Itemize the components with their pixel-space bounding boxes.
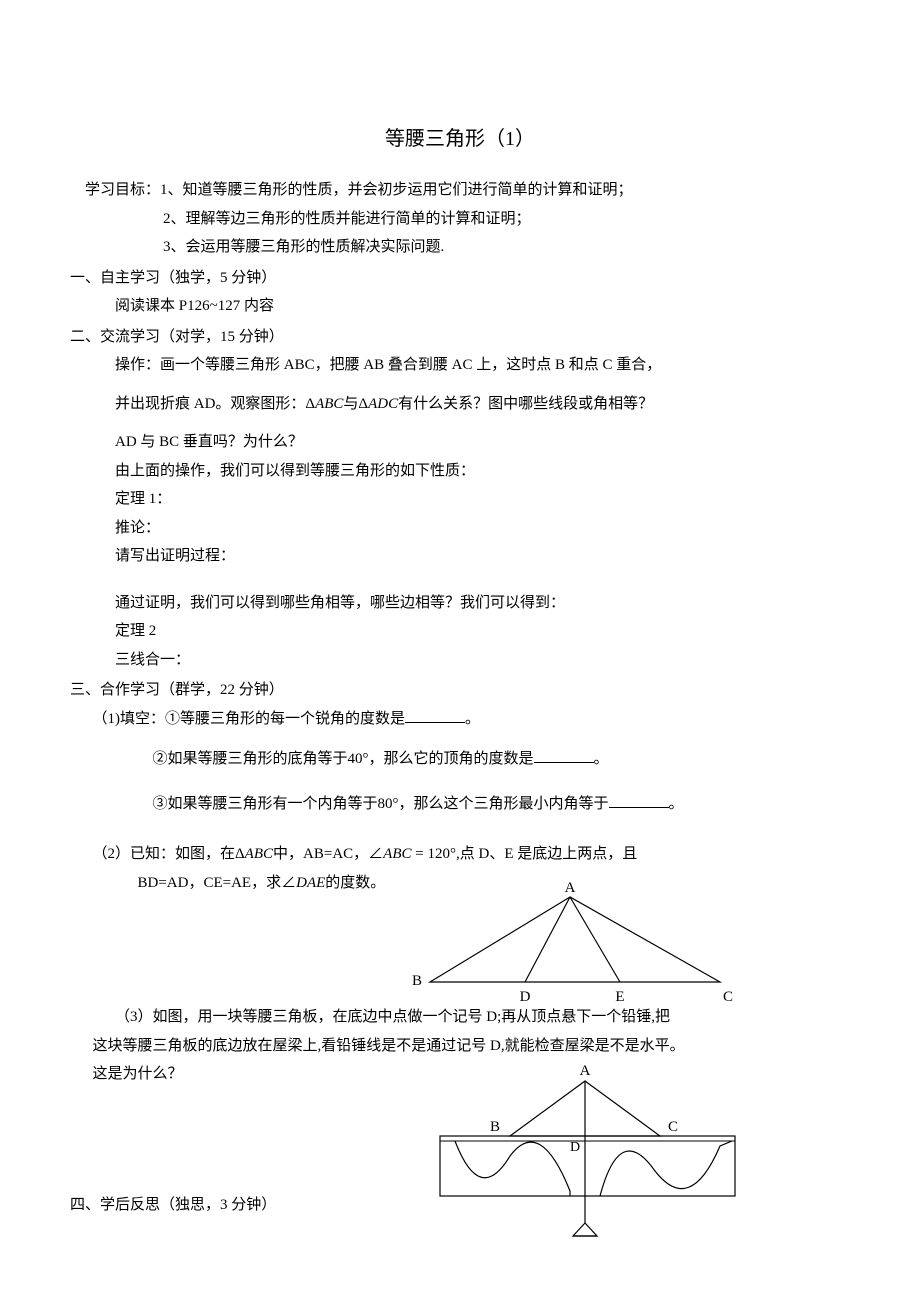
p2-l1h: ,点 D、E 是底边上两点，且 (456, 846, 637, 862)
p1-c2: 80° (378, 796, 399, 812)
p3-label-d: D (570, 1140, 580, 1155)
plumb-bob (573, 1223, 597, 1236)
objective-2: 2、理解等边三角形的性质并能进行简单的计算和证明； (70, 205, 850, 234)
objective-3: 3、会运用等腰三角形的性质解决实际问题. (70, 233, 850, 262)
p1-head: （1)填空： (93, 711, 166, 727)
section2-q1: AD 与 BC 垂直吗？为什么？ (70, 428, 850, 457)
p1-line-a: （1)填空：①等腰三角形的每一个锐角的度数是 。 (70, 705, 850, 734)
p3-label-a: A (580, 1063, 591, 1079)
p1-b1: ②如果等腰三角形的底角等于 (153, 751, 348, 767)
outer-triangle (430, 897, 720, 982)
line-ae (570, 897, 620, 982)
p3-label-b: B (490, 1119, 500, 1135)
op2a: 并出现折痕 AD。观察图形： (115, 396, 305, 412)
op2c: ABC (315, 396, 343, 412)
op2b: Δ (305, 396, 315, 412)
label-a: A (565, 880, 576, 896)
p3-line1: （3）如图，用一块等腰三角板，在底边中点做一个记号 D;再从顶点悬下一个铅锤,把 (70, 1003, 850, 1032)
p1-c3: ，那么这个三角形最小内角等于 (399, 796, 609, 812)
section2-d5: 三线合一： (70, 646, 850, 675)
objective-1: 1、知道等腰三角形的性质，并会初步运用它们进行简单的计算和证明； (160, 182, 633, 198)
section2-q2: 由上面的操作，我们可以得到等腰三角形的如下性质： (70, 457, 850, 486)
op2f: 有什么关系？图中哪些线段或角相等？ (398, 396, 653, 412)
p2-line2: BD=AD，CE=AE，求∠DAE的度数。 (70, 869, 385, 898)
plumb-diagram-p3: A B C D (420, 1061, 850, 1251)
wave-left (455, 1141, 570, 1196)
section2-d3: 请写出证明过程： (70, 542, 850, 571)
objectives-label: 学习目标： (85, 182, 160, 198)
p2-line1: （2）已知：如图，在ΔABC中，AB=AC，∠ABC = 120°,点 D、E … (70, 840, 850, 869)
section2-q3: 通过证明，我们可以得到哪些角相等，哪些边相等？我们可以得到： (70, 589, 850, 618)
label-c: C (723, 989, 733, 1005)
objectives-line1: 学习目标：1、知道等腰三角形的性质，并会初步运用它们进行简单的计算和证明； (70, 176, 850, 205)
blank-2 (534, 748, 594, 763)
p1-c1: ③如果等腰三角形有一个内角等于 (153, 796, 378, 812)
op2e: ADC (368, 396, 398, 412)
p1-a2: 。 (465, 711, 480, 727)
section2-op1: 操作：画一个等腰三角形 ABC，把腰 AB 叠合到腰 AC 上，这时点 B 和点… (70, 351, 850, 380)
p2-l2b: ∠ (281, 875, 296, 891)
p2-l1e: ∠ (368, 846, 383, 862)
p3-line2: 这块等腰三角板的底边放在屋梁上,看铅锤线是不是通过记号 D,就能检查屋梁是不是水… (70, 1032, 850, 1061)
p2-l2a: BD=AD，CE=AE，求 (138, 875, 282, 891)
section4-head: 四、学后反思（独思，3 分钟） (70, 1191, 850, 1220)
p3-label-c: C (668, 1119, 678, 1135)
blank-1 (405, 708, 465, 723)
op2d: 与Δ (343, 396, 368, 412)
section2-op2: 并出现折痕 AD。观察图形：ΔABC与ΔADC有什么关系？图中哪些线段或角相等？ (70, 390, 850, 419)
p1-line-b: ②如果等腰三角形的底角等于40°，那么它的顶角的度数是 。 (70, 745, 850, 774)
p1-c4: 。 (669, 796, 684, 812)
page-title: 等腰三角形（1） (70, 120, 850, 158)
p2-l2d: 的度数。 (325, 875, 385, 891)
triangle-diagram-p2: A B D E C (410, 877, 850, 1007)
p1-line-c: ③如果等腰三角形有一个内角等于80°，那么这个三角形最小内角等于 。 (70, 790, 850, 819)
p2-l1c: ABC (245, 846, 273, 862)
blank-3 (609, 793, 669, 808)
label-b: B (412, 973, 422, 989)
section1-head: 一、自主学习（独学，5 分钟） (70, 264, 850, 293)
p2-l1d: 中，AB=AC， (273, 846, 368, 862)
wave-right (600, 1141, 732, 1196)
section2-d1: 定理 1： (70, 485, 850, 514)
p2-l1g: = 120° (412, 846, 456, 862)
section3-head: 三、合作学习（群学，22 分钟） (70, 676, 850, 705)
p2-l1a: （2）已知：如图，在 (93, 846, 236, 862)
p1-b3: ，那么它的顶角的度数是 (369, 751, 534, 767)
p1-a: ①等腰三角形的每一个锐角的度数是 (165, 711, 405, 727)
p2-l1f: ABC (383, 846, 411, 862)
section2-head: 二、交流学习（对学，15 分钟） (70, 323, 850, 352)
section2-d2: 推论： (70, 514, 850, 543)
section2-d4: 定理 2 (70, 617, 850, 646)
p2-l1b: Δ (235, 846, 245, 862)
p1-b4: 。 (594, 751, 609, 767)
section1-line1: 阅读课本 P126~127 内容 (70, 292, 850, 321)
line-ad (525, 897, 570, 982)
p1-b2: 40° (348, 751, 369, 767)
p2-l2c: DAE (296, 875, 325, 891)
